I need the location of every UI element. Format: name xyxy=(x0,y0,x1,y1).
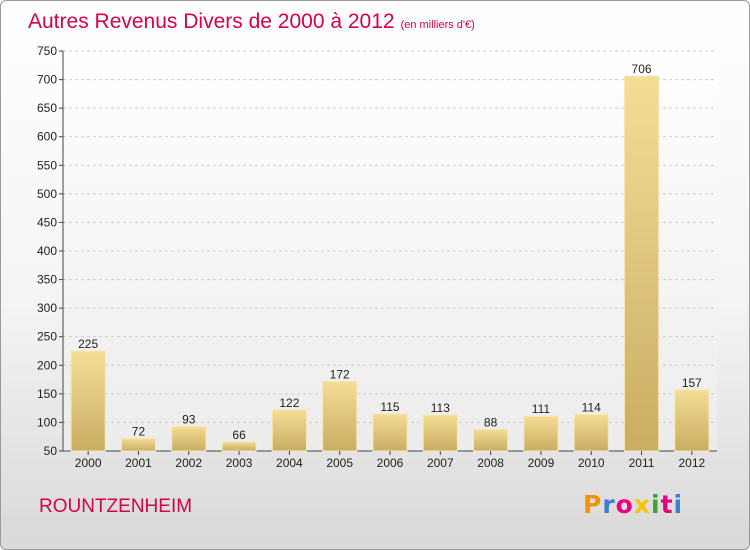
data-label: 115 xyxy=(380,400,399,414)
x-tick-label: 2010 xyxy=(578,456,605,470)
x-tick-label: 2011 xyxy=(629,456,655,470)
data-label: 122 xyxy=(279,396,299,410)
chart-title-text: Autres Revenus Divers de 2000 à 2012 xyxy=(28,10,395,33)
data-label: 114 xyxy=(582,400,601,414)
bar xyxy=(473,428,509,452)
bar xyxy=(322,380,358,452)
data-label: 157 xyxy=(682,376,702,390)
data-label: 172 xyxy=(330,367,350,381)
logo-letter: o xyxy=(615,490,634,519)
y-tick-label: 50 xyxy=(44,444,58,458)
x-tick-label: 2003 xyxy=(226,456,253,470)
y-tick-label: 700 xyxy=(37,73,57,87)
y-tick-label: 500 xyxy=(37,187,57,201)
bar xyxy=(221,441,257,452)
x-tick-label: 2002 xyxy=(175,456,202,470)
bar xyxy=(171,425,207,452)
bar xyxy=(70,350,106,452)
logo-letter: P xyxy=(583,490,603,519)
y-tick-label: 300 xyxy=(37,301,57,315)
bar xyxy=(372,413,408,452)
data-label: 706 xyxy=(632,62,652,76)
chart-title: Autres Revenus Divers de 2000 à 2012 (en … xyxy=(28,10,475,34)
x-tick-label: 2004 xyxy=(276,456,303,470)
logo-letter: r xyxy=(602,490,616,519)
y-tick-label: 250 xyxy=(37,330,57,344)
y-tick-label: 450 xyxy=(37,215,57,229)
bar xyxy=(120,437,157,452)
y-tick-label: 650 xyxy=(37,101,57,115)
data-label: 72 xyxy=(132,424,146,438)
data-label: 93 xyxy=(182,412,196,426)
y-tick-label: 200 xyxy=(37,358,57,372)
x-tick-label: 2001 xyxy=(125,456,152,470)
bar xyxy=(523,415,559,452)
data-label: 88 xyxy=(484,415,498,429)
commune-name: ROUNTZENHEIM xyxy=(39,496,193,517)
logo-letter: i xyxy=(673,490,684,519)
x-tick-label: 2012 xyxy=(678,456,705,470)
x-tick-label: 2007 xyxy=(427,456,454,470)
y-tick-label: 150 xyxy=(37,387,57,401)
y-tick-label: 350 xyxy=(37,273,57,287)
chart-unit: (en milliers d'€) xyxy=(400,19,475,31)
y-tick-label: 400 xyxy=(37,244,57,258)
logo-letter: i xyxy=(651,490,661,519)
bar xyxy=(271,409,307,452)
logo-letter: x xyxy=(633,490,651,519)
x-tick-label: 2009 xyxy=(528,456,555,470)
bar xyxy=(674,389,710,452)
y-tick-label: 100 xyxy=(37,415,57,429)
bar xyxy=(422,414,458,452)
x-tick-label: 2008 xyxy=(477,456,504,470)
data-label: 113 xyxy=(431,401,450,415)
x-tick-label: 2006 xyxy=(377,456,404,470)
x-tick-label: 2005 xyxy=(326,456,353,470)
y-tick-label: 750 xyxy=(37,44,57,58)
bar xyxy=(573,413,609,452)
data-label: 111 xyxy=(532,402,551,416)
logo-letter: t xyxy=(660,490,674,519)
y-tick-label: 550 xyxy=(37,158,57,172)
data-label: 225 xyxy=(78,337,98,351)
proxiti-logo: Proxiti xyxy=(583,490,683,519)
y-tick-label: 600 xyxy=(37,130,57,144)
data-label: 66 xyxy=(232,428,246,442)
bar xyxy=(623,75,660,452)
x-tick-label: 2000 xyxy=(75,456,102,470)
